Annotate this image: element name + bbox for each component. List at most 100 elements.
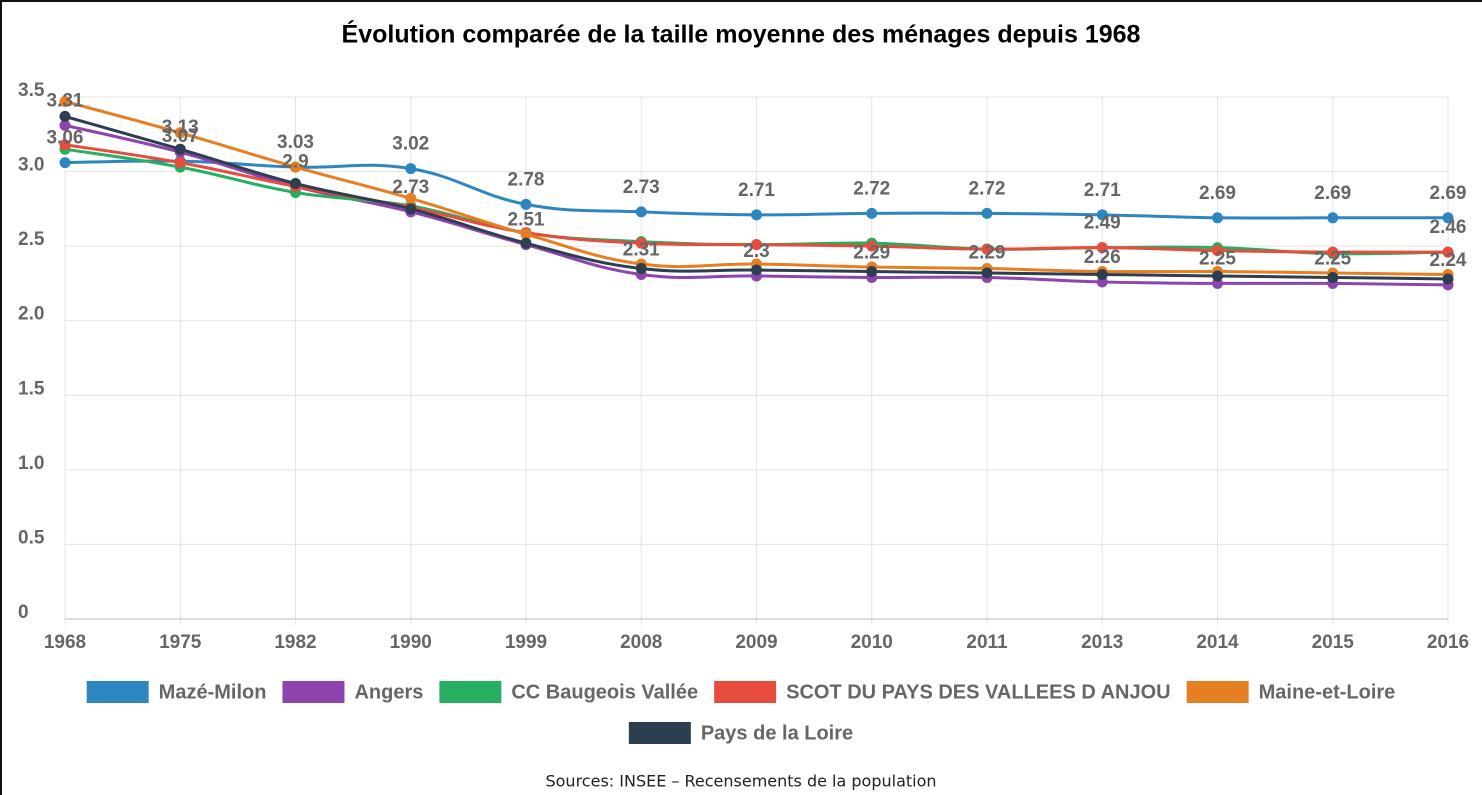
chart-title: Évolution comparée de la taille moyenne … bbox=[342, 20, 1141, 49]
data-label: 2.69 bbox=[1314, 183, 1351, 204]
data-point bbox=[981, 207, 993, 219]
data-label: 2.51 bbox=[508, 210, 545, 231]
data-point bbox=[59, 110, 71, 122]
legend-item: CC Baugeois Vallée bbox=[439, 681, 698, 703]
data-point bbox=[866, 207, 878, 219]
data-point bbox=[635, 237, 647, 249]
data-label: 2.72 bbox=[853, 178, 890, 199]
data-point bbox=[635, 206, 647, 218]
legend-item: Maine-et-Loire bbox=[1186, 681, 1396, 703]
x-tick-label: 2011 bbox=[966, 632, 1008, 653]
data-point bbox=[751, 264, 762, 276]
x-tick-label: 2010 bbox=[851, 632, 893, 653]
data-label: 2.69 bbox=[1199, 183, 1236, 204]
data-label: 3.31 bbox=[47, 90, 84, 111]
y-tick-label: 3.5 bbox=[18, 80, 45, 101]
data-point bbox=[1442, 246, 1454, 258]
data-point bbox=[174, 157, 186, 169]
data-label: 3.02 bbox=[392, 134, 429, 155]
data-point bbox=[290, 161, 301, 173]
data-point bbox=[866, 265, 878, 277]
data-label: 2.24 bbox=[1430, 250, 1467, 271]
data-point bbox=[59, 157, 71, 169]
data-point bbox=[405, 163, 417, 175]
x-tick-label: 2015 bbox=[1312, 632, 1355, 653]
data-point bbox=[520, 198, 532, 210]
x-tick-label: 1982 bbox=[274, 632, 316, 653]
legend-item: SCOT DU PAYS DES VALLEES D ANJOU bbox=[714, 681, 1171, 703]
legend-swatch bbox=[282, 681, 345, 703]
data-label: 2.69 bbox=[1430, 183, 1467, 204]
data-label: 2.9 bbox=[282, 152, 308, 173]
legend-item: Pays de la Loire bbox=[628, 722, 853, 744]
data-point bbox=[59, 119, 71, 131]
y-tick-label: 0 bbox=[18, 602, 29, 623]
data-point bbox=[1212, 212, 1223, 224]
x-tick-label: 2014 bbox=[1196, 632, 1239, 653]
legend-swatch bbox=[439, 681, 502, 703]
data-label: 2.73 bbox=[392, 177, 429, 198]
x-tick-label: 1999 bbox=[505, 632, 547, 653]
data-label: 2.71 bbox=[1084, 180, 1121, 201]
data-label: 2.72 bbox=[969, 178, 1006, 199]
y-tick-label: 2.0 bbox=[18, 304, 44, 325]
data-label: 2.25 bbox=[1314, 248, 1351, 269]
x-tick-label: 1968 bbox=[44, 632, 86, 653]
data-point bbox=[866, 240, 878, 252]
y-tick-label: 1.5 bbox=[18, 378, 45, 399]
data-label: 2.71 bbox=[738, 180, 775, 201]
data-point bbox=[59, 139, 71, 151]
legend-label: Pays de la Loire bbox=[701, 722, 853, 744]
x-tick-label: 2013 bbox=[1081, 632, 1123, 653]
data-label: 2.29 bbox=[969, 242, 1006, 263]
x-tick-label: 2009 bbox=[735, 632, 777, 653]
data-point bbox=[1096, 242, 1108, 254]
data-point bbox=[751, 239, 762, 251]
legend-label: CC Baugeois Vallée bbox=[511, 681, 698, 703]
data-label: 2.49 bbox=[1084, 213, 1121, 234]
data-label: 2.46 bbox=[1430, 217, 1467, 238]
legend-swatch bbox=[1186, 681, 1249, 703]
data-label: 2.73 bbox=[623, 177, 660, 198]
data-point bbox=[290, 178, 301, 190]
legend-label: Angers bbox=[354, 681, 423, 703]
legend-swatch bbox=[714, 681, 777, 703]
data-point bbox=[174, 127, 186, 139]
legend-item: Angers bbox=[282, 681, 423, 703]
x-tick-label: 1990 bbox=[390, 632, 432, 653]
y-tick-label: 0.5 bbox=[18, 527, 45, 548]
legend-label: SCOT DU PAYS DES VALLEES D ANJOU bbox=[786, 681, 1171, 703]
legend-label: Maine-et-Loire bbox=[1259, 681, 1396, 703]
data-point bbox=[635, 263, 647, 275]
data-point bbox=[751, 209, 762, 221]
data-point bbox=[520, 237, 532, 249]
data-point bbox=[1327, 271, 1339, 283]
data-label: 3.07 bbox=[162, 126, 199, 147]
data-point bbox=[981, 243, 993, 255]
data-point bbox=[1327, 246, 1339, 258]
legend-swatch bbox=[628, 722, 691, 744]
data-point bbox=[520, 228, 532, 240]
x-tick-label: 1975 bbox=[159, 632, 202, 653]
legend: Mazé-Milon Angers CC Baugeois Vallée SCOT D… bbox=[86, 681, 1396, 744]
data-point bbox=[405, 203, 417, 215]
data-label: 2.26 bbox=[1084, 247, 1121, 268]
legend-swatch bbox=[86, 681, 149, 703]
y-tick-label: 2.5 bbox=[18, 229, 45, 250]
data-label: 2.25 bbox=[1199, 248, 1236, 269]
data-point bbox=[1096, 268, 1108, 280]
data-label: 2.31 bbox=[623, 239, 660, 260]
data-point bbox=[981, 267, 993, 279]
data-point bbox=[1442, 212, 1454, 224]
x-tick-label: 2016 bbox=[1427, 632, 1469, 653]
source: Sources: INSEE – Recensements de la popu… bbox=[545, 772, 936, 791]
legend-item: Mazé-Milon bbox=[86, 681, 266, 703]
x-tick-label: 2008 bbox=[620, 632, 662, 653]
data-label: 2.78 bbox=[508, 169, 545, 190]
y-tick-label: 3.0 bbox=[18, 155, 44, 176]
data-label: 3.06 bbox=[47, 128, 84, 149]
data-point bbox=[174, 143, 186, 155]
data-point bbox=[1096, 209, 1108, 221]
